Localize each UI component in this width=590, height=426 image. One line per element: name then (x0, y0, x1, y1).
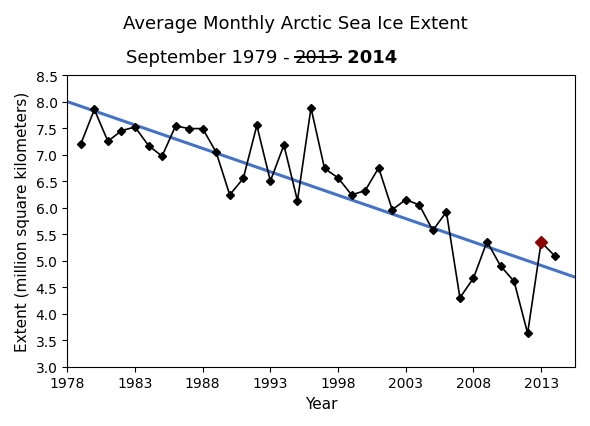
Text: 2014: 2014 (340, 49, 397, 67)
Y-axis label: Extent (million square kilometers): Extent (million square kilometers) (15, 92, 30, 351)
Text: September 1979 -: September 1979 - (126, 49, 295, 67)
Text: Average Monthly Arctic Sea Ice Extent: Average Monthly Arctic Sea Ice Extent (123, 15, 467, 33)
X-axis label: Year: Year (305, 396, 337, 411)
Text: 2013: 2013 (295, 49, 340, 67)
